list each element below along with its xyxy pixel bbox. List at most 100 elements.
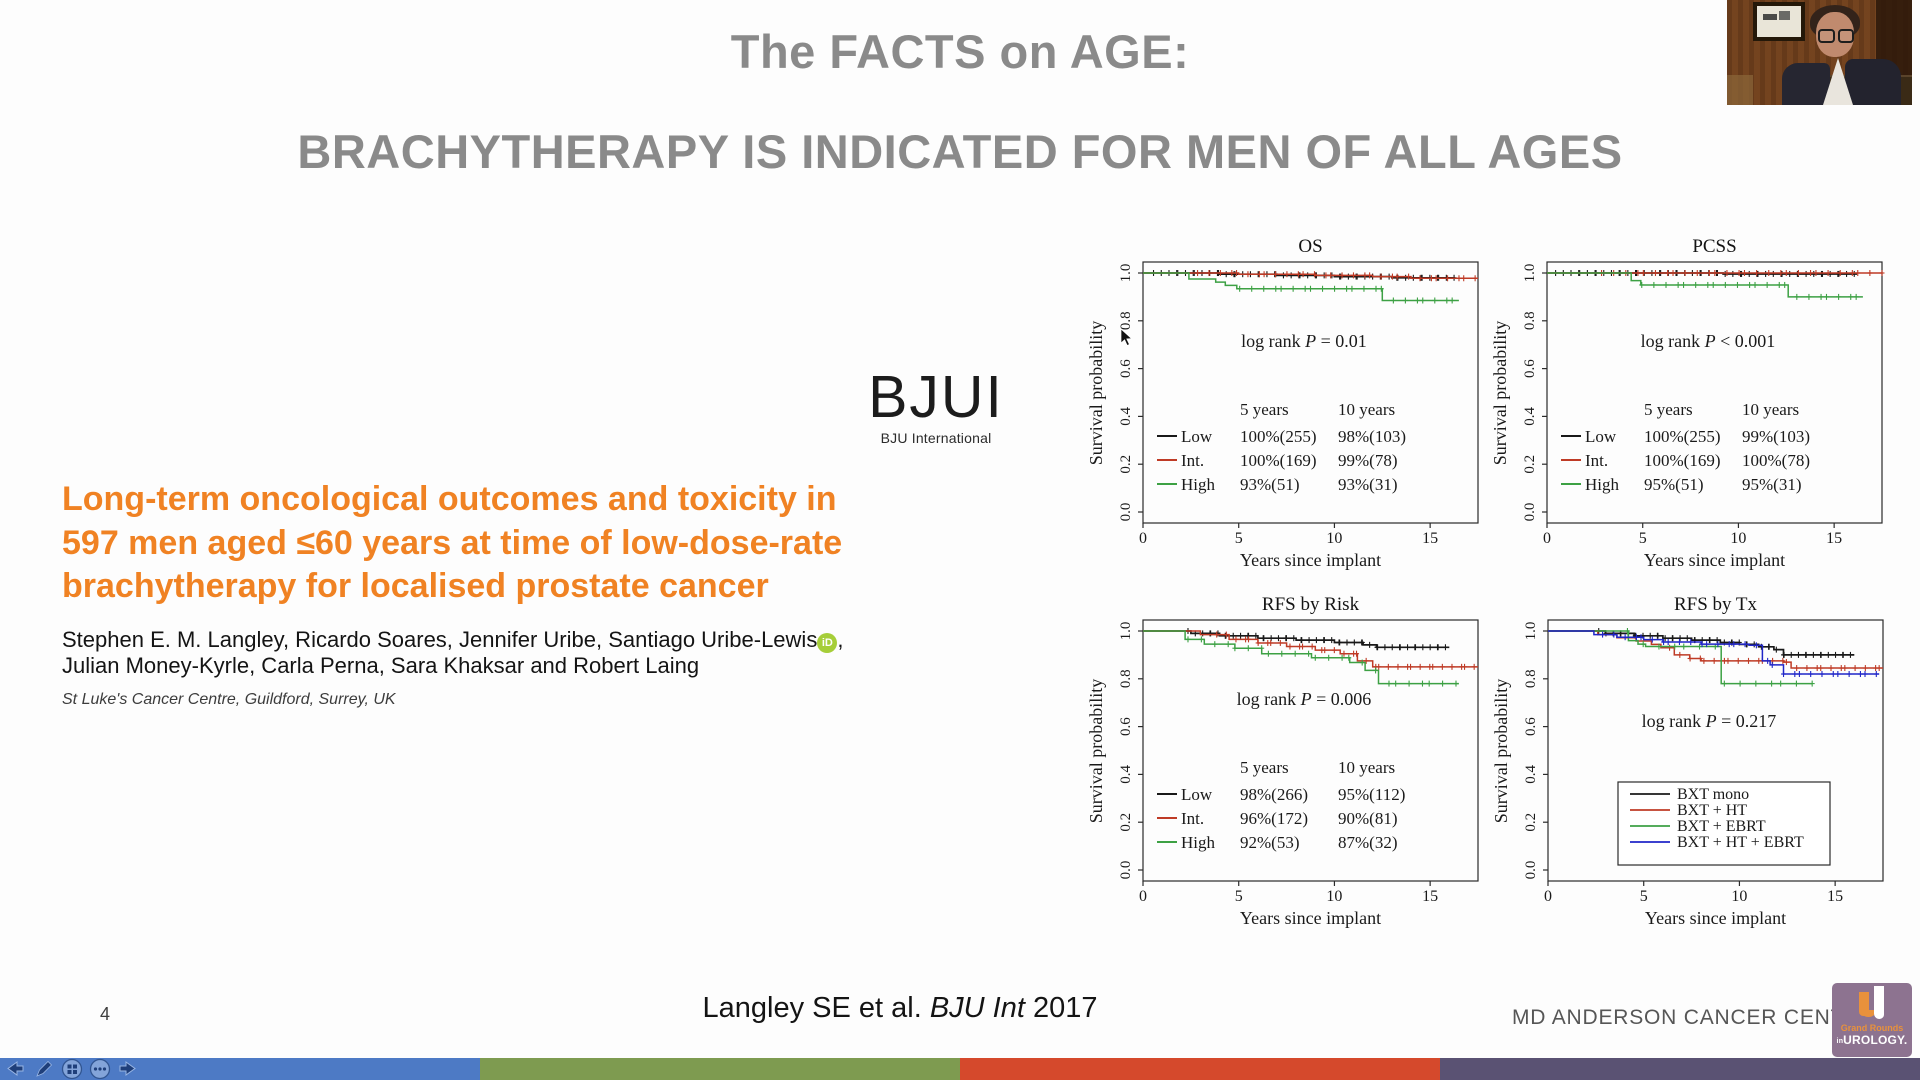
webcam-thumbnail[interactable] — [1727, 0, 1912, 105]
grand-rounds-logo-line1: Grand Rounds — [1840, 1023, 1904, 1033]
svg-text:log rank P = 0.006: log rank P = 0.006 — [1237, 689, 1372, 709]
slide-title-line1: The FACTS on AGE: — [730, 25, 1190, 78]
svg-text:0.4: 0.4 — [1118, 407, 1134, 426]
svg-text:100%(169): 100%(169) — [1240, 451, 1316, 470]
km-chart-pcss: 0 5 10 15 0.0 0.2 0.4 0.6 0.8 1.0 Years since impl… — [1490, 236, 1885, 570]
svg-text:90%(81): 90%(81) — [1338, 809, 1397, 828]
svg-text:100%(255): 100%(255) — [1240, 427, 1316, 446]
paper-title-line-2: 597 men aged ≤60 years at time of low-do… — [62, 523, 843, 562]
svg-text:98%(103): 98%(103) — [1338, 427, 1406, 446]
previous-slide-button[interactable] — [3, 1057, 28, 1080]
more-options-button[interactable] — [87, 1057, 112, 1080]
svg-text:0.2: 0.2 — [1522, 455, 1538, 474]
citation: Langley SE et al. BJU Int 2017 — [702, 992, 1098, 1024]
svg-text:0.6: 0.6 — [1522, 359, 1538, 378]
grand-rounds-urology-logo: Grand Rounds inUROLOGY. — [1832, 983, 1912, 1057]
svg-text:10 years: 10 years — [1742, 400, 1799, 419]
svg-text:OS: OS — [1298, 236, 1322, 257]
svg-text:Low: Low — [1181, 427, 1213, 446]
svg-text:BXT mono: BXT mono — [1677, 786, 1749, 803]
svg-text:BXT + HT + EBRT: BXT + HT + EBRT — [1677, 834, 1804, 851]
webcam-chair — [1727, 75, 1753, 105]
svg-text:0.4: 0.4 — [1118, 765, 1134, 784]
slide-color-bar — [0, 1058, 1920, 1080]
pen-tool-button[interactable] — [31, 1057, 56, 1080]
arrow-left-icon — [7, 1061, 24, 1076]
svg-text:10: 10 — [1326, 888, 1342, 905]
svg-text:0.4: 0.4 — [1522, 407, 1538, 426]
svg-text:RFS by Tx: RFS by Tx — [1674, 594, 1758, 615]
svg-text:0.8: 0.8 — [1522, 311, 1538, 330]
svg-text:5: 5 — [1639, 530, 1647, 547]
citation-journal: BJU Int — [929, 992, 1025, 1024]
svg-text:log rank P = 0.217: log rank P = 0.217 — [1642, 711, 1777, 731]
svg-text:High: High — [1181, 475, 1216, 494]
svg-text:Years since implant: Years since implant — [1645, 908, 1786, 928]
presenter-glasses — [1818, 29, 1854, 43]
svg-text:10 years: 10 years — [1338, 758, 1395, 777]
picture-sketch-mark — [1779, 11, 1790, 20]
svg-text:5 years: 5 years — [1644, 400, 1693, 419]
svg-text:0.0: 0.0 — [1523, 861, 1539, 880]
svg-text:High: High — [1181, 833, 1216, 852]
presenter-face — [1816, 12, 1854, 57]
svg-text:0: 0 — [1139, 530, 1147, 547]
grand-rounds-u-icon — [1852, 986, 1892, 1024]
svg-text:0.6: 0.6 — [1118, 717, 1134, 736]
grid-icon — [61, 1058, 82, 1079]
svg-text:10: 10 — [1730, 530, 1746, 547]
next-slide-button[interactable] — [115, 1057, 140, 1080]
km-chart-rfs-by-tx: 0 5 10 15 0.0 0.2 0.4 0.6 0.8 1.0 Years since impl… — [1491, 594, 1884, 928]
svg-text:5: 5 — [1235, 888, 1243, 905]
presenter-controls — [3, 1056, 140, 1080]
svg-text:93%(31): 93%(31) — [1338, 475, 1397, 494]
svg-text:Survival probability: Survival probability — [1086, 679, 1106, 823]
bottom-bar-segment-green — [480, 1058, 960, 1080]
svg-text:Low: Low — [1181, 785, 1213, 804]
arrow-right-icon — [119, 1061, 136, 1076]
svg-text:98%(266): 98%(266) — [1240, 785, 1308, 804]
svg-text:100%(169): 100%(169) — [1644, 451, 1720, 470]
svg-text:0.6: 0.6 — [1118, 359, 1134, 378]
webcam-picture-frame — [1753, 2, 1805, 41]
svg-text:92%(53): 92%(53) — [1240, 833, 1299, 852]
pen-icon — [35, 1060, 52, 1077]
svg-text:0: 0 — [1139, 888, 1147, 905]
see-all-slides-button[interactable] — [59, 1057, 84, 1080]
svg-text:Years since implant: Years since implant — [1240, 550, 1381, 570]
svg-text:0.8: 0.8 — [1118, 311, 1134, 330]
svg-text:96%(172): 96%(172) — [1240, 809, 1308, 828]
svg-text:15: 15 — [1422, 888, 1438, 905]
authors-line-2: Julian Money-Kyrle, Carla Perna, Sara Kh… — [62, 653, 700, 679]
svg-text:0.2: 0.2 — [1118, 455, 1134, 474]
svg-text:1.0: 1.0 — [1118, 622, 1134, 641]
svg-text:0.0: 0.0 — [1522, 503, 1538, 522]
svg-text:15: 15 — [1422, 530, 1438, 547]
svg-text:10: 10 — [1326, 530, 1342, 547]
svg-text:15: 15 — [1827, 888, 1843, 905]
paper-title-line-1: Long-term oncological outcomes and toxic… — [62, 480, 837, 518]
ellipsis-icon — [89, 1058, 110, 1079]
svg-text:100%(255): 100%(255) — [1644, 427, 1720, 446]
svg-text:87%(32): 87%(32) — [1338, 833, 1397, 852]
svg-text:Low: Low — [1585, 427, 1617, 446]
svg-text:Int.: Int. — [1585, 451, 1608, 470]
footer-institution: MD ANDERSON CANCER CENTER — [1512, 1006, 1876, 1029]
svg-text:15: 15 — [1826, 530, 1842, 547]
svg-text:0.2: 0.2 — [1523, 813, 1539, 832]
bottom-bar-segment-red — [960, 1058, 1440, 1080]
svg-text:Survival probability: Survival probability — [1491, 679, 1511, 823]
paper-affiliation: St Luke's Cancer Centre, Guildford, Surr… — [62, 691, 396, 708]
bottom-bar-segment-blue — [0, 1058, 480, 1080]
svg-text:93%(51): 93%(51) — [1240, 475, 1299, 494]
svg-text:95%(51): 95%(51) — [1644, 475, 1703, 494]
svg-text:99%(103): 99%(103) — [1742, 427, 1810, 446]
svg-text:Years since implant: Years since implant — [1644, 550, 1785, 570]
km-chart-rfs-by-risk: 0 5 10 15 0.0 0.2 0.4 0.6 0.8 1.0 Years since impl… — [1086, 594, 1479, 928]
svg-text:0.4: 0.4 — [1523, 765, 1539, 784]
svg-text:0.8: 0.8 — [1523, 669, 1539, 688]
svg-text:5: 5 — [1640, 888, 1648, 905]
svg-text:0.6: 0.6 — [1523, 717, 1539, 736]
paper-title: Long-term oncological outcomes and toxic… — [62, 478, 842, 609]
bottom-bar-segment-purple — [1440, 1058, 1920, 1080]
